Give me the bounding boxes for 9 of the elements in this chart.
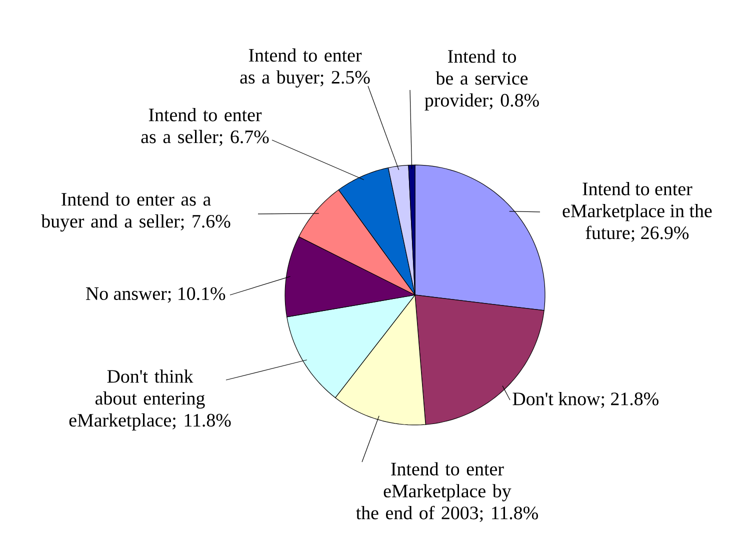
slice-label: Intend to enter eMarketplace in the future; 26.9% [562, 182, 712, 242]
slice-label: Intend to enter as a seller; 6.7% [141, 108, 269, 146]
slice-label: Intend to be a service provider; 0.8% [424, 49, 539, 110]
slice-label: Don't know; 21.8% [512, 392, 658, 408]
slice-label: Don't think about entering eMarketplace; 11.8% [69, 369, 231, 430]
slice-label: Intend to enter eMarketplace by the end of 2003; 11.8% [356, 462, 538, 522]
legend-label: Intend to enter as a buyer and a seller; 7.6% [41, 192, 230, 232]
slice-label: No answer; 10.1% [86, 287, 226, 303]
slice-label: Intend to enter as a buyer; 2.5% [240, 48, 370, 88]
